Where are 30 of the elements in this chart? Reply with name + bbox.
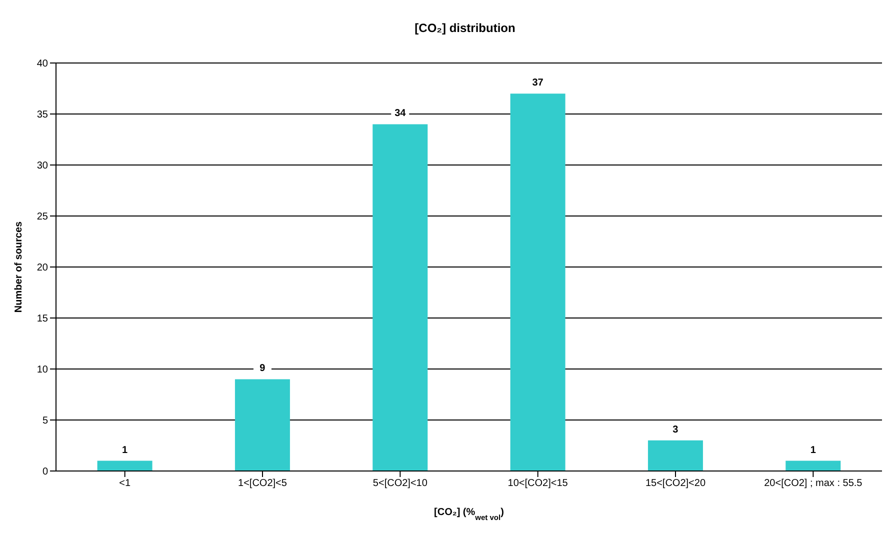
x-tick-label: <1 [119,478,131,490]
chart-title: [CO₂] distribution [414,21,516,35]
y-tick-label: 0 [42,466,48,478]
data-label: 34 [394,108,406,120]
x-tick-label: 15<[CO2]<20 [645,478,706,490]
y-tick-label: 10 [36,364,48,376]
data-label: 1 [810,444,816,456]
y-axis-title: Number of sources [14,221,25,313]
bar [234,379,290,471]
data-label: 9 [260,363,266,374]
bar [372,124,428,471]
y-tick-label: 40 [36,58,48,70]
x-tick-label: 20<[CO2] ; max : 55.5 [764,478,863,490]
y-tick-label: 25 [36,212,48,223]
x-tick-label: 1<[CO2]<5 [238,478,288,490]
data-label: 3 [672,424,679,436]
bar [786,460,841,471]
y-tick-label: 20 [36,262,48,274]
x-tick-label: 10<[CO2]<15 [508,478,568,490]
y-tick-label: 35 [36,110,48,121]
y-tick-label: 5 [42,416,48,427]
bar [648,440,703,471]
x-axis-title: [CO₂] (%$_{wet vol}$) [434,507,504,522]
bar [510,94,566,471]
bar [97,460,152,471]
y-tick-label: 30 [36,160,48,172]
data-label: 1 [122,444,128,456]
data-label: 37 [532,78,544,89]
y-tick-label: 15 [36,314,48,325]
x-tick-label: 5<[CO2]<10 [372,478,428,490]
